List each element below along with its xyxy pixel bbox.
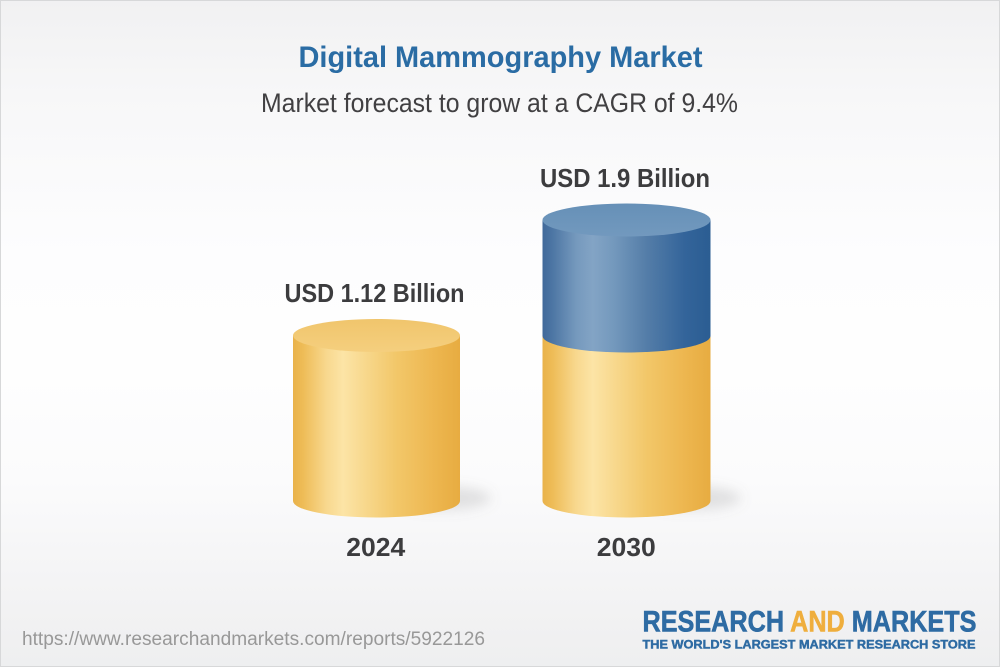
- svg-text:https://www.researchandmarkets: https://www.researchandmarkets.com/repor…: [22, 629, 485, 650]
- svg-text:2024: 2024: [346, 532, 406, 562]
- svg-text:THE WORLD'S LARGEST MARKET RES: THE WORLD'S LARGEST MARKET RESEARCH STOR…: [643, 638, 976, 652]
- svg-text:USD 1.12 Billion: USD 1.12 Billion: [285, 278, 465, 308]
- svg-text:Market forecast to grow at a C: Market forecast to grow at a CAGR of 9.4…: [261, 88, 738, 118]
- svg-text:2030: 2030: [597, 532, 656, 562]
- svg-text:USD 1.9 Billion: USD 1.9 Billion: [540, 163, 710, 193]
- svg-text:RESEARCH AND MARKETS: RESEARCH AND MARKETS: [643, 605, 977, 638]
- svg-text:Digital Mammography Market: Digital Mammography Market: [299, 41, 703, 74]
